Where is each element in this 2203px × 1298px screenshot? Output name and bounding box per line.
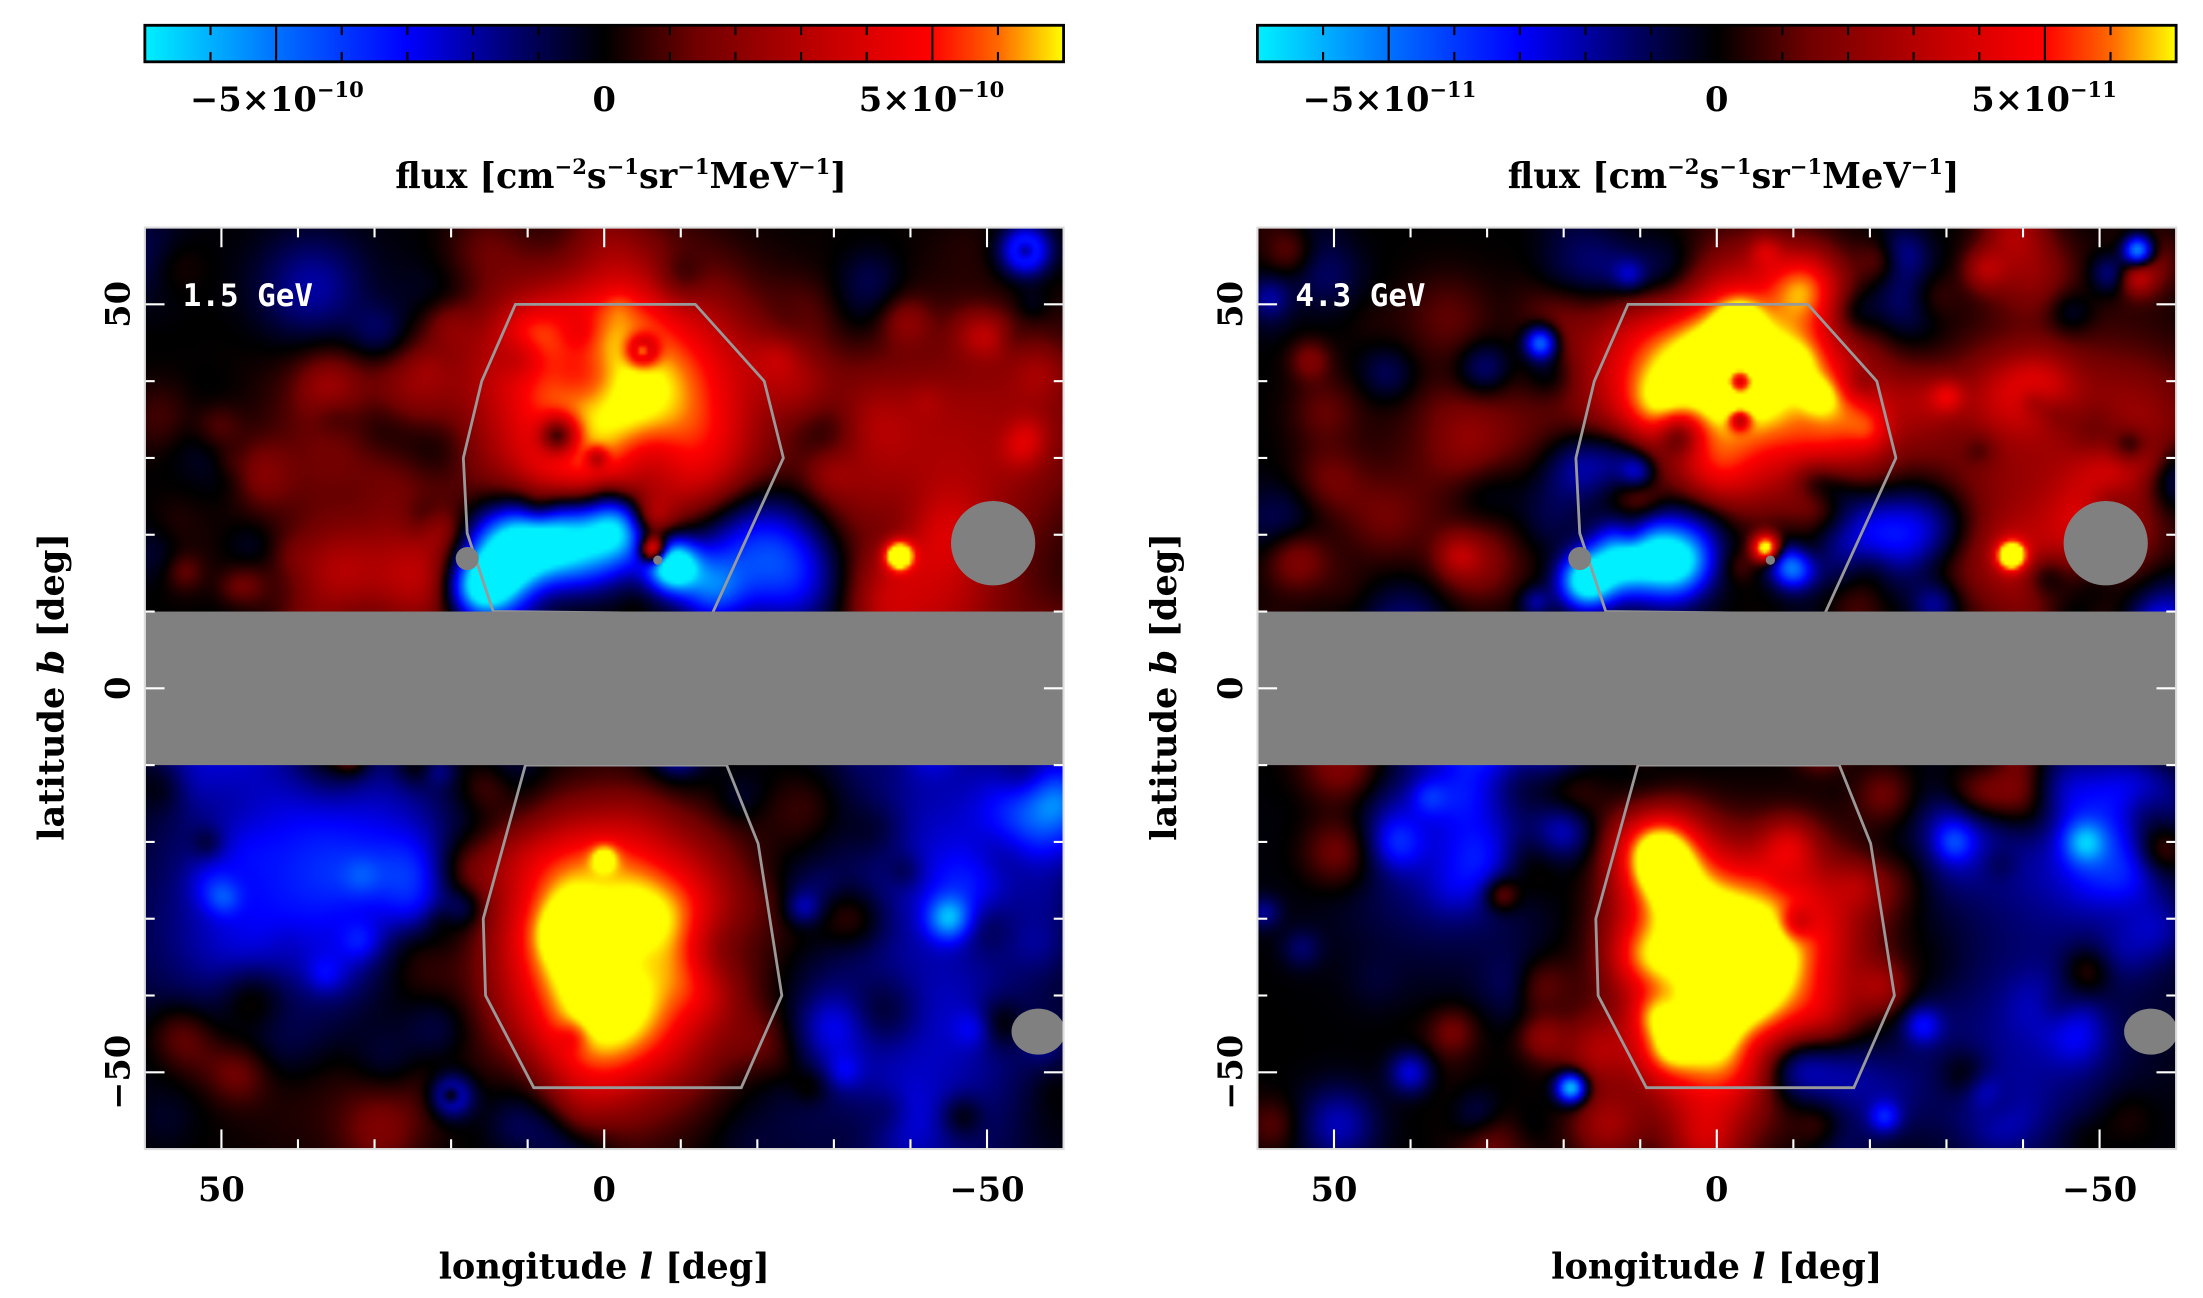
energy-label: 1.5 GeV — [183, 278, 313, 314]
colorbar-title-text: ] — [1943, 156, 1960, 197]
panel-left: −5×10−10 0 5×10−10 flux [cm−2s−1sr−1MeV−… — [31, 23, 1065, 1287]
colorbar-ticks — [209, 25, 1000, 62]
map-overlay — [1256, 226, 2178, 1151]
colorbar-title-exponent: −1 — [677, 154, 709, 179]
colorbar-ticks — [1321, 25, 2112, 62]
colorbar-title-text: MeV — [1822, 156, 1911, 197]
colorbar-label-zero: 0 — [592, 79, 615, 119]
panel-right: −5×10−11 0 5×10−11 flux [cm−2s−1sr−1MeV−… — [1144, 23, 2178, 1287]
x-tick-label: −50 — [949, 1169, 1024, 1209]
colorbar-title-exponent: −1 — [607, 154, 639, 179]
colorbar-label-neg: −5×10−11 — [1303, 77, 1477, 119]
y-axis-title: latitude b [deg] — [1144, 533, 1185, 841]
map-overlay — [143, 226, 1065, 1151]
x-axis-title: longitude l [deg] — [1551, 1246, 1882, 1287]
bubble-outline-south — [481, 763, 784, 1090]
colorbar-title-exponent: −1 — [1911, 154, 1943, 179]
y-tick-label: 50 — [97, 281, 137, 328]
colorbar-title-exponent: −1 — [1719, 154, 1751, 179]
colorbar-label-neg: −5×10−10 — [190, 77, 364, 119]
colorbar-title-text: flux [cm — [1508, 156, 1667, 197]
map-frame — [1256, 226, 2178, 1151]
x-tick-label: 0 — [592, 1169, 615, 1209]
x-tick-label: 50 — [198, 1169, 245, 1209]
source-mask — [2124, 1008, 2177, 1055]
y-axis-title: latitude b [deg] — [31, 533, 72, 841]
source-mask — [1568, 547, 1592, 571]
colorbar-title-text: s — [1699, 156, 1719, 197]
colorbar-title-exponent: −1 — [798, 154, 830, 179]
y-tick-label: −50 — [97, 1035, 137, 1110]
colorbar-title: flux [cm−2s−1sr−1MeV−1] — [395, 154, 847, 197]
colorbar-label-pos: 5×10−10 — [859, 77, 1005, 119]
colorbar-title-exponent: −2 — [1667, 154, 1699, 179]
y-tick-label: 50 — [1210, 281, 1250, 328]
galactic-plane-mask — [1257, 611, 2177, 766]
colorbar-title-text: s — [587, 156, 607, 197]
source-mask — [1011, 1008, 1064, 1055]
source-mask — [455, 547, 479, 571]
colorbar-title-text: sr — [639, 156, 678, 197]
colorbar-title-text: sr — [1752, 156, 1791, 197]
x-tick-label: 50 — [1311, 1169, 1358, 1209]
y-tick-label: −50 — [1210, 1035, 1250, 1110]
colorbar-label-zero: 0 — [1705, 79, 1728, 119]
colorbar-title-text: ] — [830, 156, 847, 197]
colorbar-title-text: MeV — [710, 156, 799, 197]
galactic-plane-mask — [144, 611, 1064, 766]
colorbar-label-pos: 5×10−11 — [1971, 77, 2117, 119]
colorbar-title-exponent: −2 — [555, 154, 587, 179]
x-tick-label: −50 — [2062, 1169, 2137, 1209]
axis-tick-labels: 50 0 −50 50 0 −50 — [97, 281, 1024, 1209]
bubble-outline-south — [1594, 763, 1896, 1090]
energy-label: 4.3 GeV — [1295, 278, 1425, 314]
y-tick-label: 0 — [1210, 677, 1250, 700]
source-mask — [2063, 500, 2148, 586]
map-frame — [143, 226, 1065, 1151]
x-axis-title: longitude l [deg] — [439, 1246, 770, 1287]
x-tick-label: 0 — [1705, 1169, 1728, 1209]
source-mask — [951, 500, 1036, 586]
colorbar-title: flux [cm−2s−1sr−1MeV−1] — [1508, 154, 1960, 197]
source-mask — [1765, 555, 1775, 565]
colorbar-title-exponent: −1 — [1790, 154, 1822, 179]
source-mask — [653, 555, 663, 565]
axis-tick-labels: 50 0 −50 50 0 −50 — [1210, 281, 2137, 1209]
y-tick-label: 0 — [97, 677, 137, 700]
colorbar-title-text: flux [cm — [395, 156, 554, 197]
